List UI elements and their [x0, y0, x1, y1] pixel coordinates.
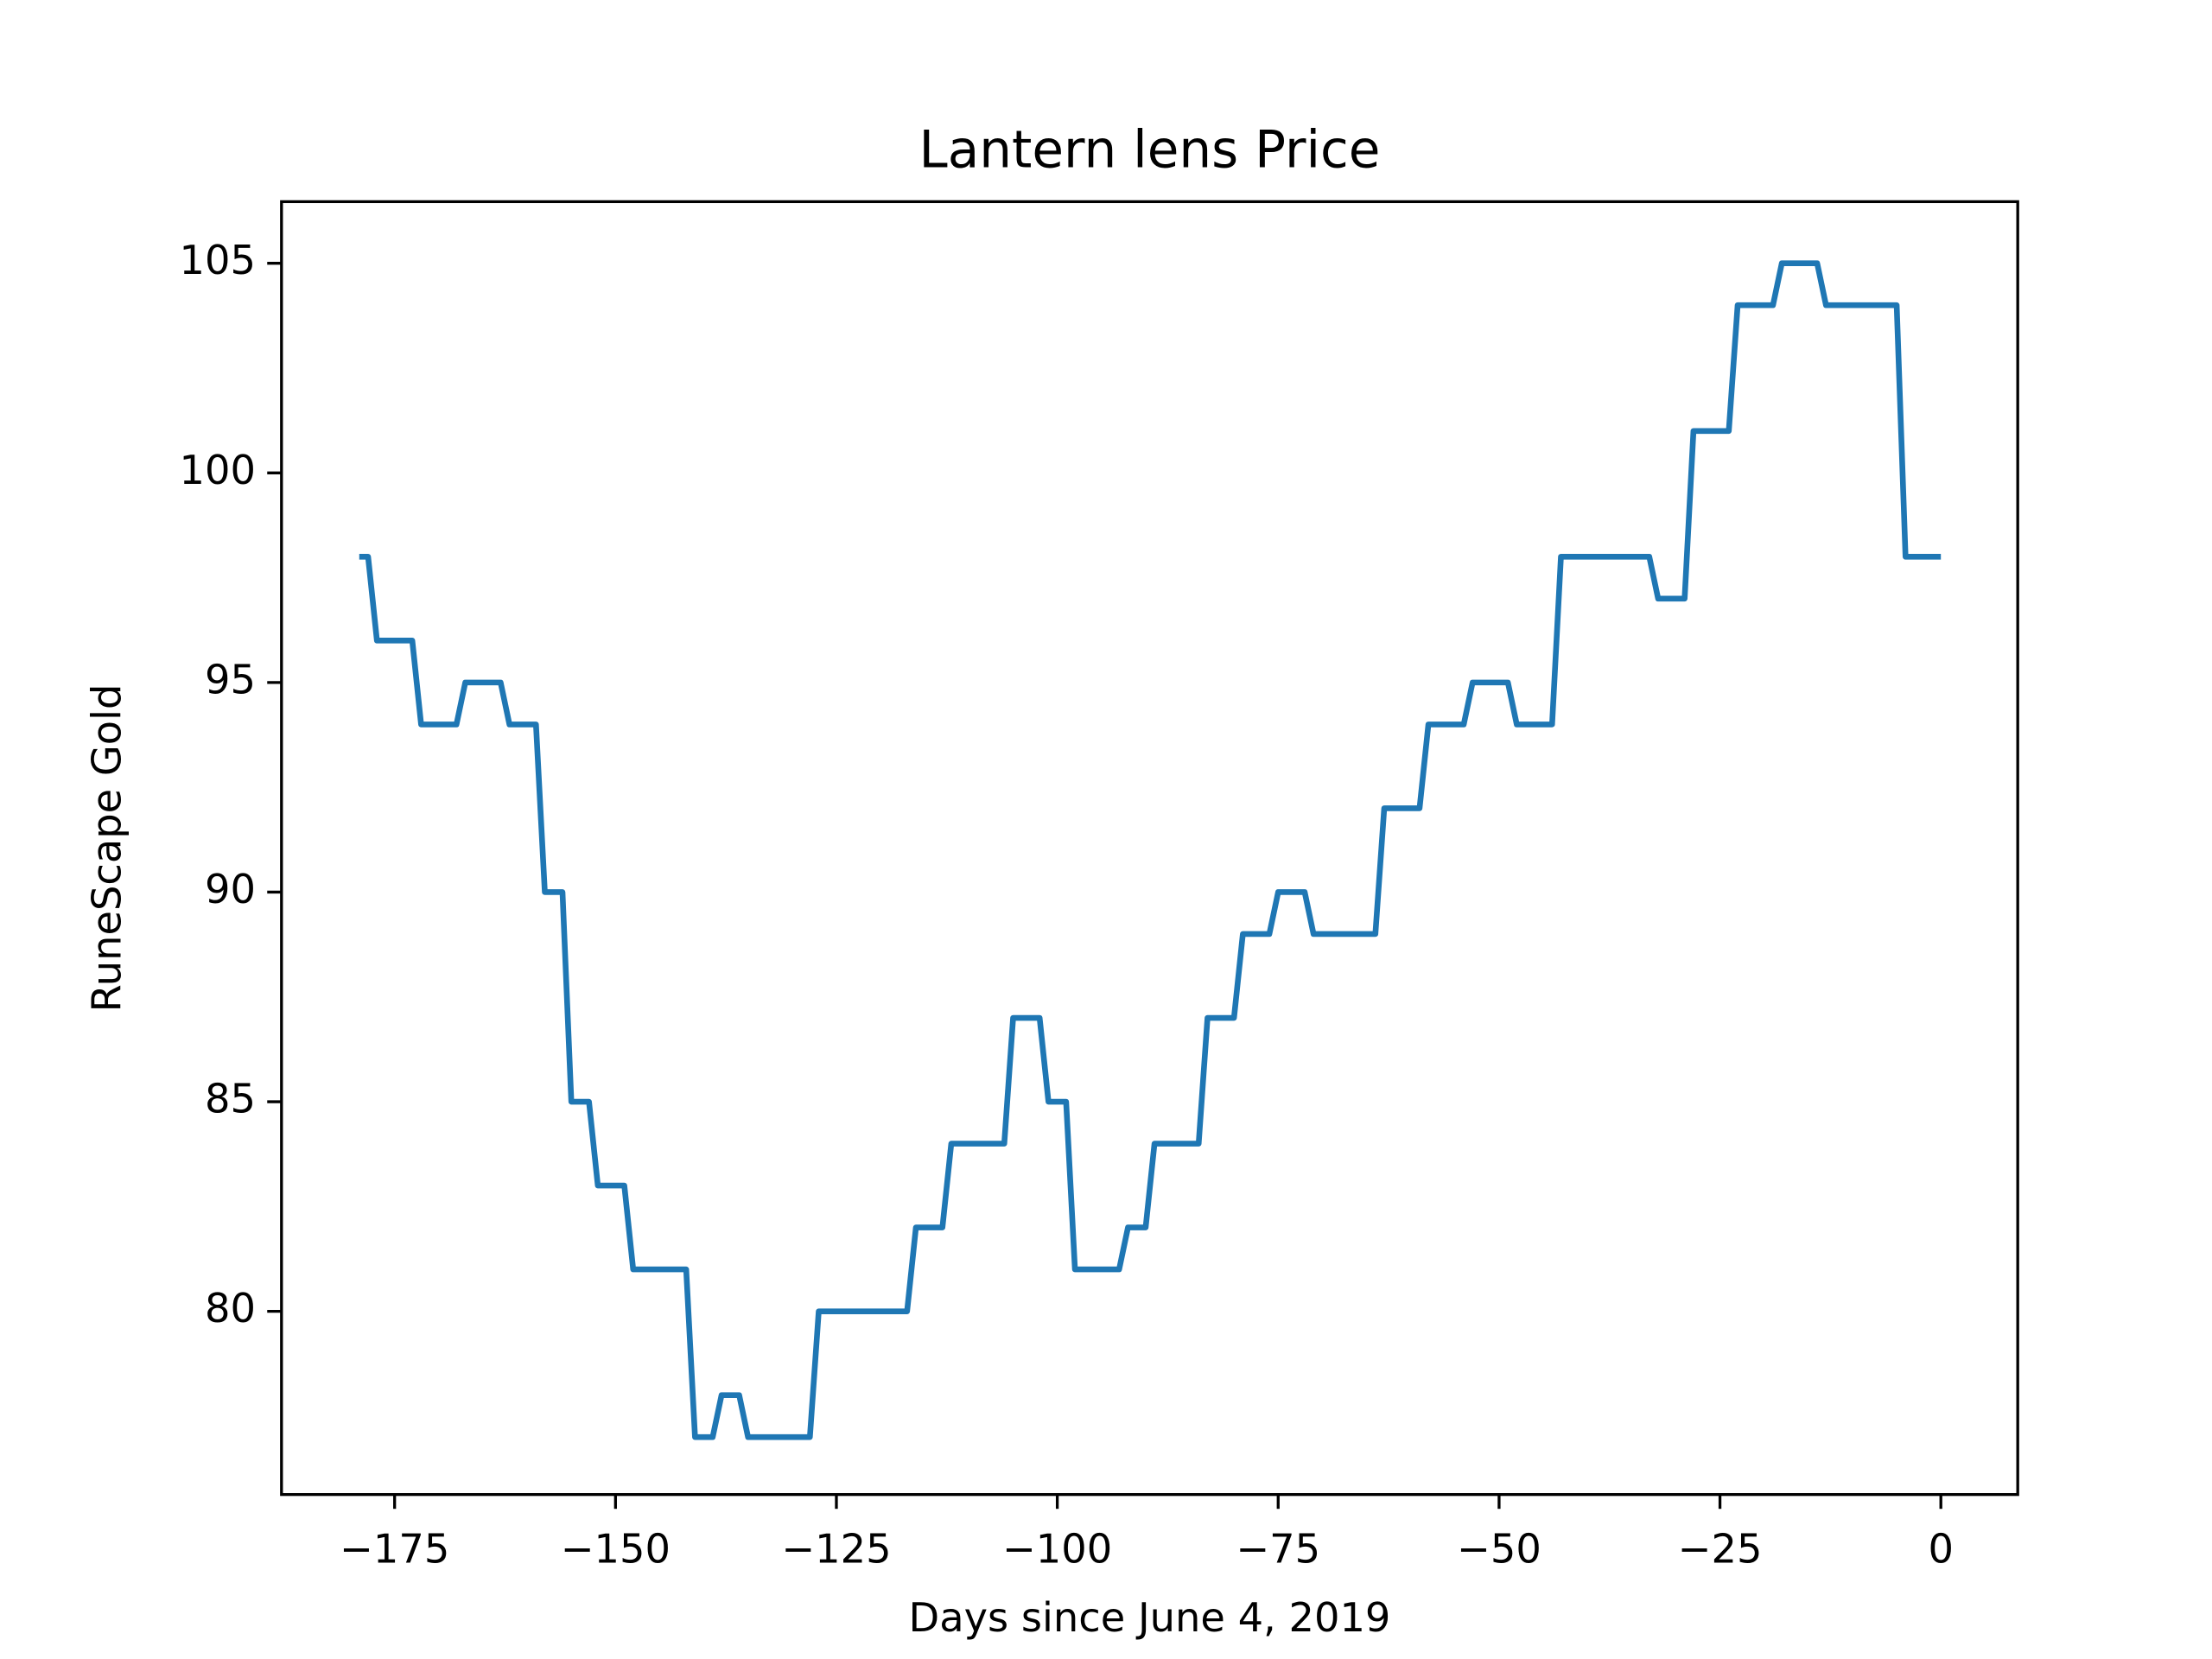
- x-tick-label: −175: [340, 1525, 449, 1572]
- y-tick-label: 105: [180, 237, 256, 283]
- x-tick-label: −125: [781, 1525, 891, 1572]
- y-tick-label: 90: [205, 866, 256, 912]
- line-series: [359, 260, 1942, 1440]
- y-tick-label: 80: [205, 1285, 256, 1332]
- plot-frame: [280, 200, 2019, 1497]
- x-axis-label: Days since June 4, 2019: [909, 1594, 1391, 1641]
- x-tick-label: 0: [1928, 1525, 1953, 1572]
- y-tick-label: 100: [180, 447, 256, 493]
- y-tick-label: 95: [205, 656, 256, 702]
- y-tick-label: 85: [205, 1076, 256, 1122]
- y-axis-label: RuneScape Gold: [84, 684, 130, 1013]
- x-tick-label: −100: [1002, 1525, 1112, 1572]
- x-tick-label: −25: [1678, 1525, 1763, 1572]
- x-tick-label: −75: [1236, 1525, 1320, 1572]
- chart-title: Lantern lens Price: [919, 121, 1381, 181]
- x-tick-label: −150: [561, 1525, 671, 1572]
- x-tick-label: −50: [1457, 1525, 1541, 1572]
